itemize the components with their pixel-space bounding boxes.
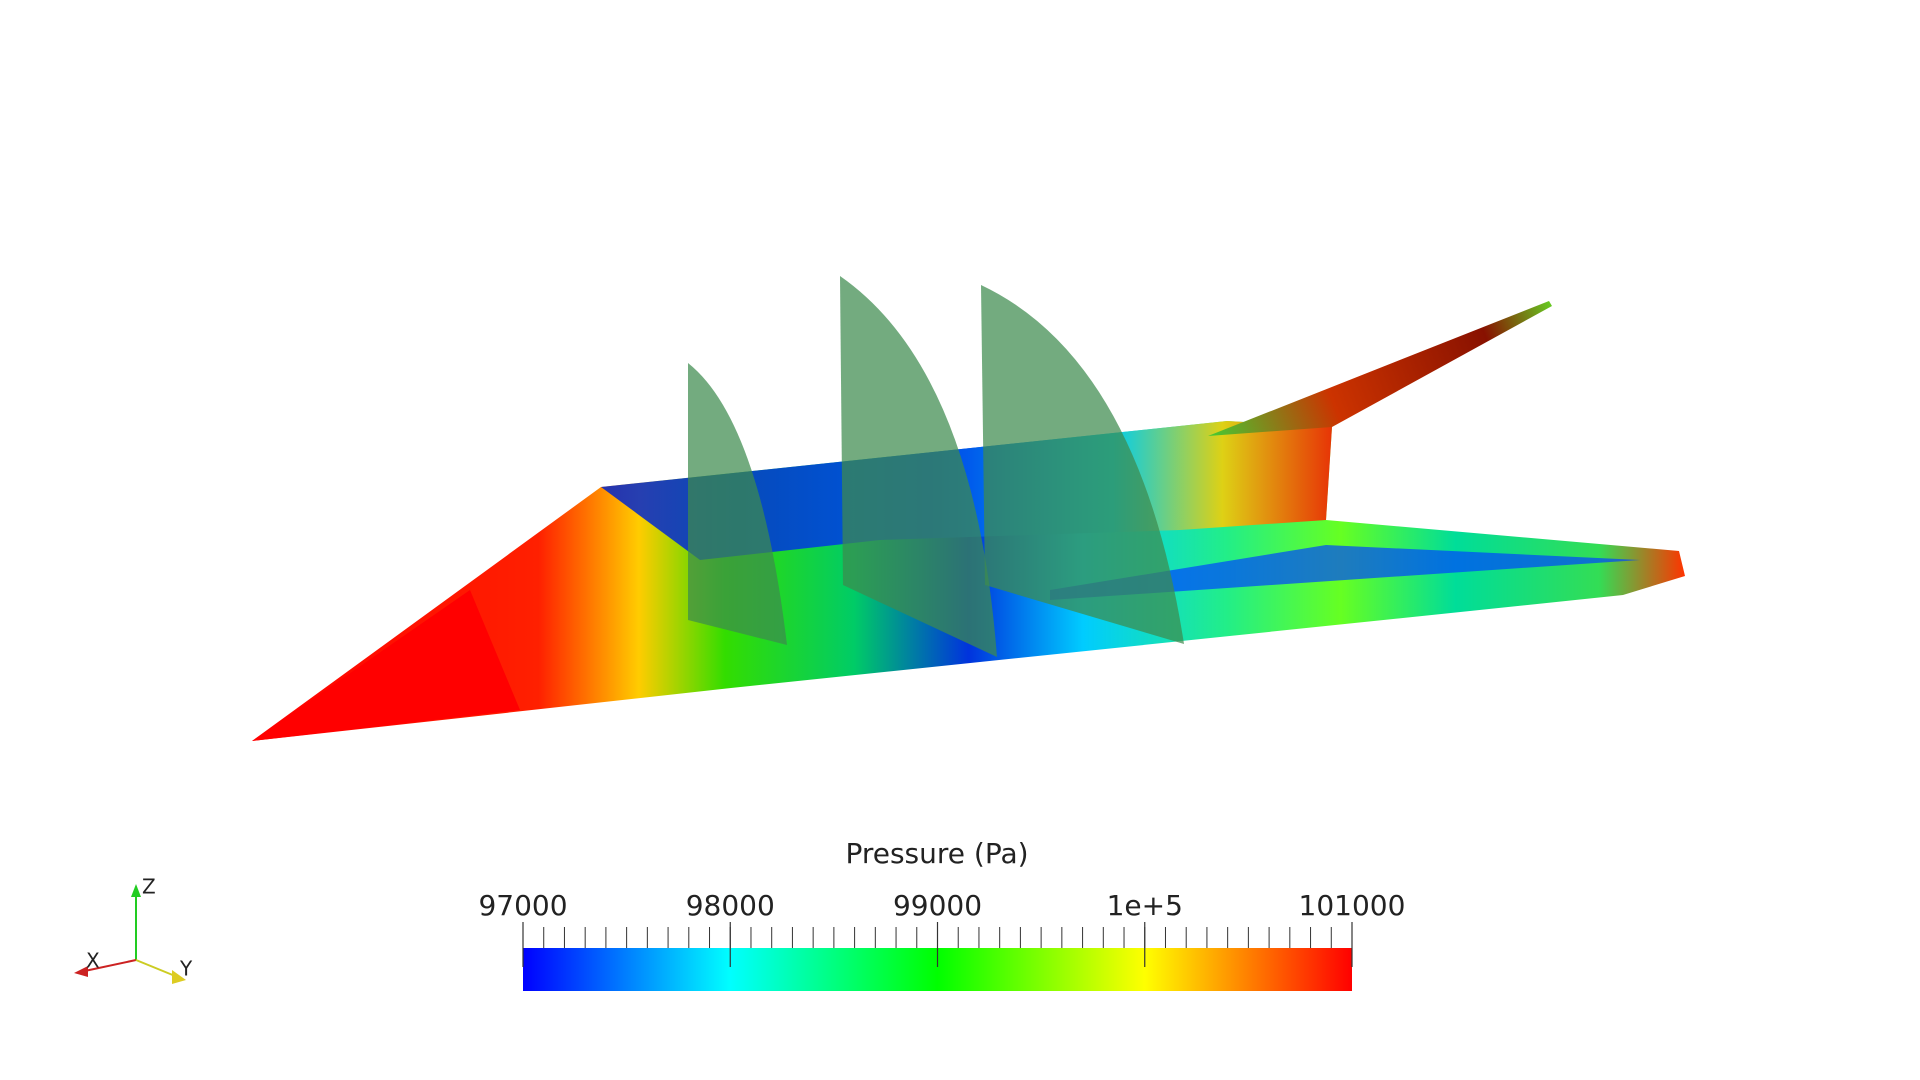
tick-label: 101000 xyxy=(1299,889,1406,922)
axes-triad: Z X Y xyxy=(74,875,193,984)
slice xyxy=(840,276,997,657)
tick-label: 97000 xyxy=(478,889,567,922)
tick-label: 98000 xyxy=(686,889,775,922)
aircraft xyxy=(252,276,1685,741)
colorbar-title: Pressure (Pa) xyxy=(845,837,1028,870)
axis-label: Y xyxy=(179,957,193,981)
tick-label: 99000 xyxy=(893,889,982,922)
axis-label: X xyxy=(86,949,100,973)
x-arrow xyxy=(74,966,88,977)
y-arrow xyxy=(172,970,186,984)
x-axis xyxy=(79,959,137,973)
color-legend: Pressure (Pa) 97000 98000 99000 1e+5 101000 xyxy=(478,837,1405,991)
nose-region xyxy=(252,590,520,741)
z-arrow xyxy=(131,884,141,897)
axis-label: Z xyxy=(142,875,156,899)
wing-strip xyxy=(1050,545,1640,600)
slice xyxy=(688,363,787,645)
tail-fin xyxy=(1208,301,1552,436)
slice xyxy=(981,285,1184,644)
tick-label: 1e+5 xyxy=(1107,889,1183,922)
